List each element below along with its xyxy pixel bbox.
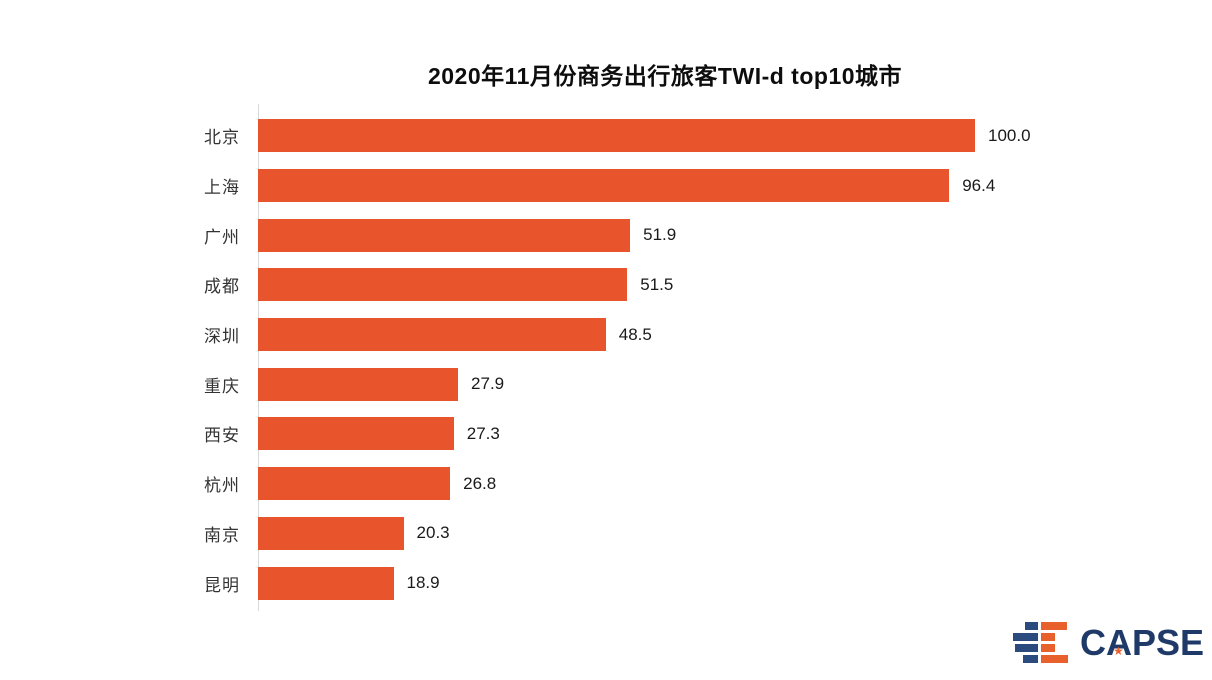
- value-label: 27.9: [471, 374, 505, 394]
- capse-logo: CAPSE ★: [1012, 621, 1204, 663]
- category-label: 重庆: [204, 376, 240, 396]
- category-label: 上海: [204, 178, 240, 198]
- category-label: 深圳: [204, 327, 240, 347]
- value-label: 27.3: [466, 423, 500, 443]
- logo-bar-blue: [1012, 633, 1038, 641]
- category-label: 成都: [204, 277, 240, 297]
- bar-row: 上海 96.4: [0, 161, 1212, 211]
- bar: [258, 218, 631, 252]
- bar-row: 北京 100.0: [0, 111, 1212, 161]
- value-label: 51.5: [640, 274, 674, 294]
- value-label: 18.9: [406, 573, 440, 593]
- bar: [258, 119, 975, 153]
- value-label: 51.9: [643, 225, 677, 245]
- logo-bar-orange: [1040, 622, 1067, 630]
- bar: [258, 268, 628, 302]
- capse-logo-text-wrap: CAPSE ★: [1079, 621, 1204, 663]
- logo-bar-orange: [1040, 655, 1068, 663]
- value-label: 96.4: [962, 175, 996, 195]
- y-axis-line: [258, 104, 259, 611]
- logo-bar-row: [1013, 622, 1068, 630]
- logo-bar-orange: [1040, 633, 1055, 641]
- value-label: 100.0: [988, 125, 1031, 145]
- category-label: 杭州: [204, 476, 240, 496]
- bar-row: 重庆 27.9: [0, 359, 1212, 409]
- bar: [258, 467, 451, 501]
- chart-title: 2020年11月份商务出行旅客TWI-d top10城市: [427, 63, 903, 89]
- bar-row: 杭州 26.8: [0, 459, 1212, 509]
- category-label: 南京: [204, 525, 240, 545]
- capse-logo-text: CAPSE: [1079, 621, 1204, 663]
- bar-row: 深圳 48.5: [0, 310, 1212, 360]
- logo-bar-blue: [1022, 655, 1038, 663]
- bar: [258, 169, 950, 203]
- logo-bar-row: [1013, 644, 1068, 652]
- bar-row: 成都 51.5: [0, 260, 1212, 310]
- category-label: 西安: [204, 426, 240, 446]
- bar-rows: 北京 100.0 上海 96.4 广州 51.9 成都 51.5 深圳 48.5 重庆 27.9 西安 2…: [0, 111, 1212, 608]
- category-label: 昆明: [204, 575, 240, 595]
- logo-bar-row: [1012, 633, 1068, 641]
- value-label: 48.5: [618, 324, 652, 344]
- bar: [258, 318, 606, 352]
- category-label: 广州: [204, 227, 240, 247]
- logo-bar-blue: [1024, 622, 1038, 630]
- bar-row: 昆明 18.9: [0, 558, 1212, 608]
- bar-row: 西安 27.3: [0, 409, 1212, 459]
- bar: [258, 417, 454, 451]
- category-label: 北京: [204, 128, 240, 148]
- bar-row: 南京 20.3: [0, 509, 1212, 559]
- value-label: 20.3: [416, 523, 450, 543]
- bar: [258, 566, 394, 600]
- value-label: 26.8: [463, 473, 497, 493]
- bar-row: 广州 51.9: [0, 210, 1212, 260]
- capse-logo-bars-icon: [1012, 622, 1068, 663]
- bar-chart: 北京 100.0 上海 96.4 广州 51.9 成都 51.5 深圳 48.5 重庆 27.9 西安 2…: [0, 104, 1212, 611]
- logo-bar-blue: [1014, 644, 1038, 652]
- logo-bar-orange: [1040, 644, 1055, 652]
- bar: [258, 516, 404, 550]
- star-icon: ★: [1112, 643, 1124, 658]
- logo-bar-row: [1013, 655, 1068, 663]
- bar: [258, 367, 459, 401]
